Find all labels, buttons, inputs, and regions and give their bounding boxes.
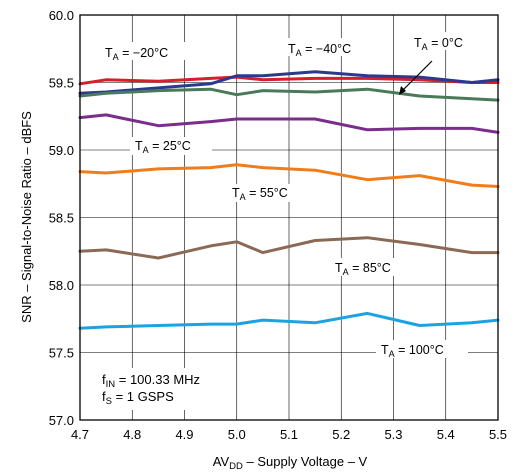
x-tick-label: 5.3 bbox=[384, 427, 402, 442]
x-tick-label: 4.8 bbox=[123, 427, 141, 442]
x-tick-label: 5.1 bbox=[280, 427, 298, 442]
series-layer bbox=[78, 70, 500, 330]
series-line-1 bbox=[78, 70, 500, 95]
label-bg-0 bbox=[408, 32, 492, 50]
plot-frame bbox=[79, 14, 499, 421]
label-bg-55 bbox=[227, 184, 309, 202]
x-tick-label: 5.0 bbox=[228, 427, 246, 442]
label-pointer-0 bbox=[402, 60, 433, 91]
series-line-5 bbox=[78, 236, 500, 260]
y-tick-label: 58.5 bbox=[49, 211, 74, 226]
label-bg-m20 bbox=[101, 42, 199, 60]
x-tick-label: 4.9 bbox=[175, 427, 193, 442]
x-tick-label: 5.4 bbox=[437, 427, 455, 442]
series-line-2 bbox=[78, 87, 500, 102]
series-line-3 bbox=[78, 113, 500, 134]
x-tick-labels: 4.7 4.8 4.9 5.0 5.1 5.2 5.3 5.4 5.5 bbox=[71, 427, 507, 442]
label-bg-85 bbox=[330, 258, 412, 276]
y-tick-label: 60.0 bbox=[49, 8, 74, 23]
conditions-bg bbox=[97, 368, 207, 410]
y-tick-label: 57.0 bbox=[49, 413, 74, 428]
series-label-100: TA = 100°C bbox=[381, 343, 444, 359]
y-tick-label: 57.5 bbox=[49, 346, 74, 361]
label-bg-25 bbox=[130, 137, 212, 155]
series-line-4 bbox=[78, 163, 500, 188]
y-tick-labels: 57.0 57.5 58.0 58.5 59.0 59.5 60.0 bbox=[49, 8, 74, 428]
label-pointer-arrowhead-0 bbox=[399, 86, 406, 95]
series-label-25: TA = 25°C bbox=[135, 139, 191, 155]
y-tick-label: 59.0 bbox=[49, 143, 74, 158]
grid-lines bbox=[80, 15, 498, 420]
series-label-55: TA = 55°C bbox=[232, 186, 288, 202]
conditions-annotation: fIN = 100.33 MHz fS = 1 GSPS bbox=[97, 368, 207, 410]
x-axis-label: AVDD – Supply Voltage – V bbox=[213, 454, 368, 472]
x-tick-label: 4.7 bbox=[71, 427, 89, 442]
x-tick-label: 5.2 bbox=[332, 427, 350, 442]
x-tick-label: 5.5 bbox=[489, 427, 507, 442]
series-labels: TA = −20°C TA = −40°C TA = 0°C TA = 25°C… bbox=[101, 32, 492, 359]
condition-fin: fIN = 100.33 MHz bbox=[102, 372, 200, 390]
label-bg-m40 bbox=[284, 38, 382, 56]
label-bg-100 bbox=[376, 340, 468, 358]
series-line-6 bbox=[78, 311, 500, 330]
series-label-minus20: TA = −20°C bbox=[105, 46, 168, 62]
series-line-0 bbox=[78, 75, 500, 86]
series-label-85: TA = 85°C bbox=[335, 261, 391, 277]
series-label-0: TA = 0°C bbox=[414, 36, 463, 52]
series-label-minus40: TA = −40°C bbox=[288, 42, 351, 58]
y-tick-label: 59.5 bbox=[49, 76, 74, 91]
condition-fs: fS = 1 GSPS bbox=[102, 389, 174, 407]
y-axis-label: SNR – Signal-to-Noise Ratio – dBFS bbox=[19, 111, 34, 323]
y-tick-label: 58.0 bbox=[49, 278, 74, 293]
